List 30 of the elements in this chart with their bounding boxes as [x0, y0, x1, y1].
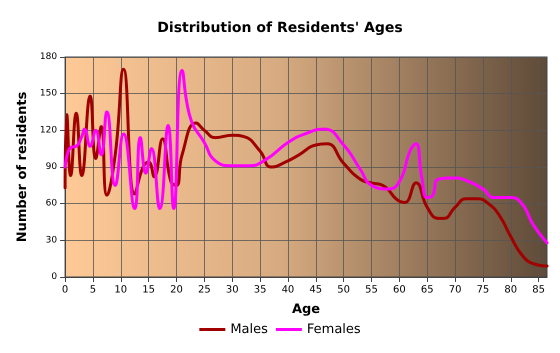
legend-label: Females [306, 322, 361, 337]
x-tick-label: 35 [254, 284, 266, 296]
y-tick-label: 30 [46, 235, 58, 246]
x-tick-label: 45 [309, 284, 322, 296]
x-tick-label: 50 [337, 284, 350, 296]
x-tick-label: 75 [476, 284, 490, 296]
x-tick-label: 25 [198, 284, 211, 296]
x-tick-label: 5 [90, 284, 96, 296]
x-tick-label: 60 [392, 284, 406, 296]
x-tick-label: 85 [532, 284, 546, 296]
x-tick-label: 70 [448, 284, 462, 296]
x-tick-label: 0 [62, 284, 68, 296]
chart-title: Distribution of Residents' Ages [157, 20, 403, 36]
x-tick-label: 10 [114, 284, 128, 296]
y-tick-label: 120 [40, 125, 58, 136]
x-tick-label: 80 [504, 284, 518, 296]
y-tick-label: 90 [46, 162, 58, 172]
x-tick-label: 40 [282, 284, 294, 296]
y-tick-label: 180 [40, 52, 58, 62]
x-tick-label: 20 [170, 284, 183, 296]
x-axis-title: Age [292, 302, 320, 317]
legend-label: Males [230, 322, 268, 337]
y-tick-label: 0 [51, 272, 58, 282]
y-tick-label: 150 [40, 88, 58, 99]
y-axis-title: Number of residents [15, 91, 30, 242]
y-tick-label: 60 [46, 198, 58, 209]
x-tick-label: 15 [142, 284, 156, 296]
x-tick-label: 30 [226, 284, 239, 296]
x-tick-label: 55 [365, 284, 378, 296]
x-tick-label: 65 [420, 284, 434, 296]
